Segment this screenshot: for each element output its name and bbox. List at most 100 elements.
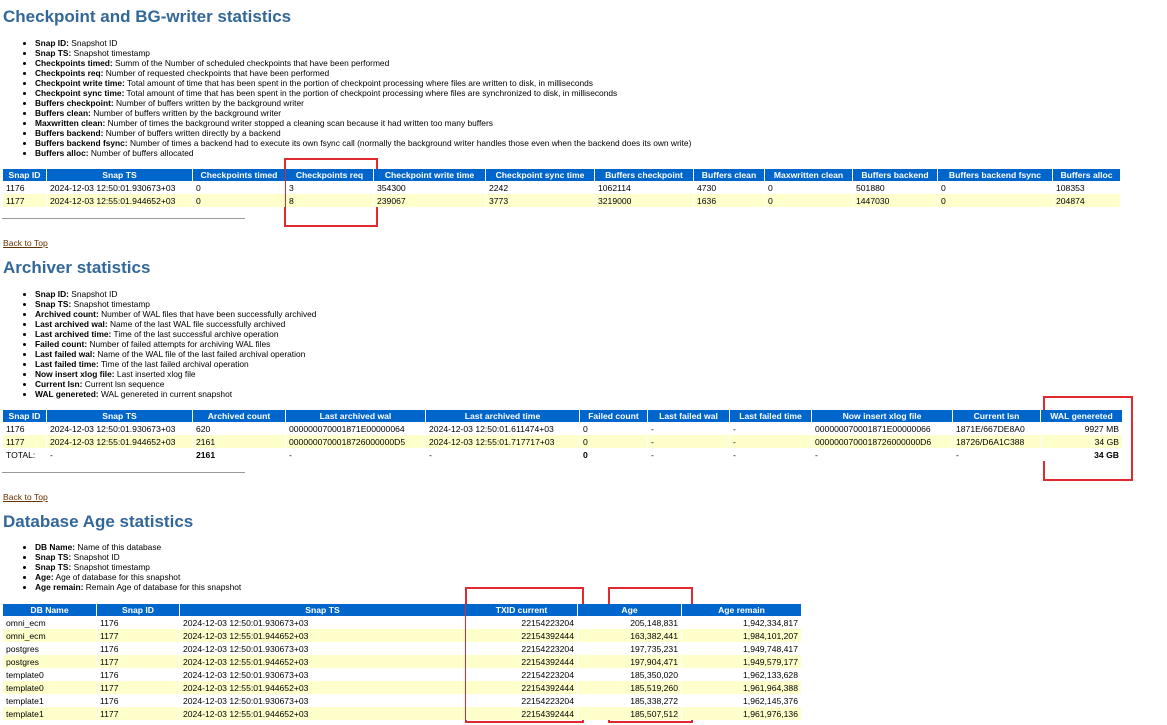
table-cell: -: [648, 422, 729, 435]
table-cell: 1447030: [853, 194, 937, 207]
table-cell: 1,962,133,628: [682, 668, 801, 681]
term: Now insert xlog file:: [35, 369, 115, 379]
definition-item: Current lsn: Current lsn sequence: [35, 379, 316, 389]
back-to-top-link[interactable]: Back to Top: [3, 238, 48, 248]
definition-item: Snap TS: Snapshot timestamp: [35, 562, 241, 572]
term: Snap TS:: [35, 552, 72, 562]
separator: [2, 218, 245, 219]
term: Checkpoint sync time:: [35, 88, 125, 98]
table-cell: 0: [580, 422, 647, 435]
table-cell: 354300: [374, 181, 485, 194]
table-body: 1176 2024-12-03 12:50:01.930673+03 620 0000…: [3, 422, 1122, 461]
definition-item: Last failed wal: Name of the WAL file of…: [35, 349, 316, 359]
table-cell: 1176: [3, 422, 46, 435]
table-cell: -: [286, 448, 425, 461]
table-cell: 0: [580, 435, 647, 448]
table-cell: 1,962,145,376: [682, 694, 801, 707]
definition-item: Snap ID: Snapshot ID: [35, 38, 691, 48]
table-cell: 185,350,020: [578, 668, 681, 681]
definition-item: Now insert xlog file: Last inserted xlog…: [35, 369, 316, 379]
table-cell: 3773: [486, 194, 594, 207]
table-cell: 22154223204: [466, 694, 577, 707]
table-cell: 1177: [3, 435, 46, 448]
table-cell: 2024-12-03 12:55:01.944652+03: [180, 629, 465, 642]
table-cell: 2024-12-03 12:50:01.930673+03: [180, 642, 465, 655]
back-to-top-link[interactable]: Back to Top: [3, 492, 48, 502]
description: Number of buffers written directly by a …: [105, 128, 281, 138]
table-cell: 1176: [97, 616, 179, 629]
table-cell: 1177: [97, 629, 179, 642]
term: Current lsn:: [35, 379, 83, 389]
table-cell: 0000000700018726000000D5: [286, 435, 425, 448]
term: Snap TS:: [35, 48, 72, 58]
table-cell: template0: [3, 668, 96, 681]
table-cell: 163,382,441: [578, 629, 681, 642]
table-cell: 1636: [694, 194, 764, 207]
term: Last failed time:: [35, 359, 99, 369]
definition-list: DB Name: Name of this databaseSnap TS: S…: [0, 542, 241, 592]
definition-item: Snap TS: Snapshot ID: [35, 552, 241, 562]
description: Number of buffers written by the backgro…: [115, 98, 304, 108]
term: Last archived time:: [35, 329, 112, 339]
table-cell: 34 GB: [1041, 448, 1122, 461]
table-cell: 3219000: [595, 194, 693, 207]
table-cell: 22154223204: [466, 668, 577, 681]
table-cell: 18726/D6A1C388: [953, 435, 1040, 448]
definition-item: Buffers clean: Number of buffers written…: [35, 108, 691, 118]
table-cell: 2024-12-03 12:50:01.930673+03: [180, 668, 465, 681]
table-cell: omni_ecm: [3, 616, 96, 629]
term: Snap ID:: [35, 38, 69, 48]
definition-item: Last archived time: Time of the last suc…: [35, 329, 316, 339]
table-cell: 0: [193, 194, 285, 207]
table-cell: 0: [580, 448, 647, 461]
term: Snap TS:: [35, 562, 72, 572]
table-row: template0 1176 2024-12-03 12:50:01.930673+…: [3, 668, 801, 681]
table-cell: 205,148,831: [578, 616, 681, 629]
definition-item: WAL genereted: WAL genereted in current …: [35, 389, 316, 399]
table-cell: 000000070001871E00000064: [286, 422, 425, 435]
description: Age of database for this snapshot: [55, 572, 181, 582]
table-cell: 2024-12-03 12:55:01.944652+03: [47, 435, 192, 448]
column-header: Checkpoints timed: [193, 169, 285, 181]
table-cell: 1,984,101,207: [682, 629, 801, 642]
description: Snapshot ID: [71, 38, 118, 48]
column-header: Checkpoints req: [286, 169, 373, 181]
definition-item: Checkpoints timed: Summ of the Number of…: [35, 58, 691, 68]
table-cell: -: [47, 448, 192, 461]
table-cell: 1871E/667DE8A0: [953, 422, 1040, 435]
table-cell: 501880: [853, 181, 937, 194]
column-header: Maxwritten clean: [765, 169, 852, 181]
separator: [2, 472, 245, 473]
definition-item: Age remain: Remain Age of database for t…: [35, 582, 241, 592]
term: Snap ID:: [35, 289, 69, 299]
table-row: TOTAL: -2161- -0- - - -34 GB: [3, 448, 1122, 461]
table-cell: 0: [193, 181, 285, 194]
table-cell: 2024-12-03 12:55:01.944652+03: [180, 707, 465, 720]
header-row: DB Name Snap ID Snap TS TXID current Age Age …: [3, 604, 801, 616]
description: Total amount of time that has been spent…: [127, 78, 593, 88]
description: Name of the last WAL file successfully a…: [109, 319, 286, 329]
table-cell: 8: [286, 194, 373, 207]
table-cell: 2024-12-03 12:50:01.611474+03: [426, 422, 579, 435]
column-header: Snap ID: [3, 410, 46, 422]
table-cell: 1176: [3, 181, 46, 194]
definition-item: Snap ID: Snapshot ID: [35, 289, 316, 299]
description: Time of the last successful archive oper…: [113, 329, 279, 339]
table-cell: 2024-12-03 12:55:01.944652+03: [180, 655, 465, 668]
column-header: Buffers alloc: [1053, 169, 1120, 181]
table-cell: 1,949,579,177: [682, 655, 801, 668]
table-cell: 1177: [3, 194, 46, 207]
description: WAL genereted in current snapshot: [100, 389, 233, 399]
table-cell: 1176: [97, 694, 179, 707]
description: Snapshot timestamp: [73, 562, 150, 572]
term: Archived count:: [35, 309, 99, 319]
column-header: Snap ID: [3, 169, 46, 181]
table-cell: 185,519,260: [578, 681, 681, 694]
table-cell: 22154392444: [466, 707, 577, 720]
table-header: DB Name Snap ID Snap TS TXID current Age Age …: [3, 604, 801, 616]
definition-item: DB Name: Name of this database: [35, 542, 241, 552]
table-cell: TOTAL:: [3, 448, 46, 461]
definition-item: Snap TS: Snapshot timestamp: [35, 48, 691, 58]
definition-item: Buffers checkpoint: Number of buffers wr…: [35, 98, 691, 108]
table-cell: 1,942,334,817: [682, 616, 801, 629]
